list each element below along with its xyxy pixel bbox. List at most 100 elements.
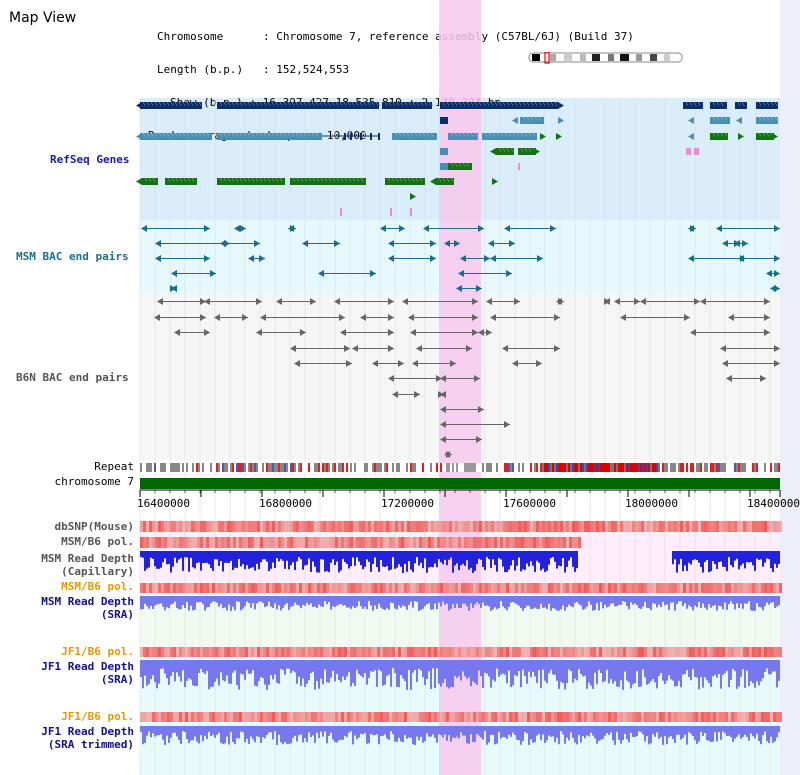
jf1-b6-pol2-strip bbox=[140, 712, 143, 722]
jf1-b6-pol-strip bbox=[317, 647, 320, 657]
msm-b6-pol-strip bbox=[200, 537, 203, 548]
msm-b6-pol2-strip bbox=[608, 583, 611, 593]
dbsnp-strip bbox=[284, 521, 287, 532]
repeat-segment bbox=[226, 463, 228, 472]
msm-depth-sra-bar bbox=[760, 596, 762, 608]
jf1-b6-pol-strip bbox=[383, 647, 386, 657]
msm-depth-sra-bar bbox=[426, 596, 428, 605]
gene-chevron bbox=[685, 101, 689, 106]
jf1-b6-pol2-strip bbox=[425, 712, 428, 722]
jf1-depth-trimmed-bar bbox=[672, 726, 674, 740]
jf1-b6-pol-strip bbox=[377, 647, 380, 657]
b6n-bac-pair-end bbox=[774, 345, 780, 352]
gene-chevron bbox=[724, 116, 728, 121]
jf1-depth-trimmed-bar bbox=[420, 726, 422, 737]
jf1-b6-pol2-strip bbox=[191, 712, 194, 722]
jf1-depth-trimmed-bar bbox=[586, 726, 588, 736]
jf1-depth-trimmed-bar bbox=[246, 726, 248, 739]
msm-depth-capillary-bar bbox=[304, 551, 306, 566]
jf1-depth-sra-bar bbox=[712, 660, 714, 677]
repeat-segment bbox=[590, 463, 592, 472]
msm-b6-pol-strip bbox=[266, 537, 269, 548]
dbsnp-strip bbox=[620, 521, 623, 532]
jf1-b6-pol2-strip bbox=[440, 712, 443, 722]
msm-b6-pol2-strip bbox=[725, 583, 728, 593]
b6n-bac-pair-end bbox=[276, 298, 282, 305]
dbsnp-strip bbox=[500, 521, 503, 532]
gene-chevron bbox=[263, 101, 267, 106]
gene-chevron bbox=[271, 132, 275, 137]
jf1-depth-sra-bar bbox=[542, 660, 544, 670]
repeat-segment bbox=[166, 463, 168, 472]
repeat-segment bbox=[224, 463, 226, 472]
repeat-segment bbox=[516, 463, 518, 472]
dbsnp-strip bbox=[704, 521, 707, 532]
jf1-depth-trimmed-bar bbox=[528, 726, 530, 745]
jf1-depth-trimmed-bar bbox=[206, 726, 208, 740]
msm-depth-capillary-bar bbox=[514, 551, 516, 571]
repeat-segment bbox=[300, 463, 302, 472]
jf1-b6-pol-strip bbox=[668, 647, 671, 657]
msm-b6-pol2-strip bbox=[644, 583, 647, 593]
msm-depth-sra-bar bbox=[446, 596, 448, 604]
jf1-depth-sra-bar bbox=[298, 660, 300, 677]
jf1-depth-sra-bar bbox=[616, 660, 618, 687]
jf1-depth-sra-bar bbox=[480, 660, 482, 677]
msm-depth-capillary-bar bbox=[154, 551, 156, 567]
jf1-depth-trimmed-bar bbox=[368, 726, 370, 744]
jf1-depth-trimmed-bar bbox=[176, 726, 178, 737]
gene-chevron bbox=[462, 162, 466, 167]
gene-arrow-right bbox=[492, 178, 498, 185]
gene-arrow-right bbox=[738, 133, 744, 140]
gene-chevron bbox=[315, 101, 319, 106]
msm-depth-sra-bar bbox=[220, 596, 222, 605]
msm-depth-capillary-bar bbox=[568, 551, 570, 561]
jf1-b6-pol-strip bbox=[632, 647, 635, 657]
jf1-b6-pol2-strip bbox=[716, 712, 719, 722]
msm-b6-pol2-strip bbox=[710, 583, 713, 593]
refseq-gene bbox=[756, 117, 778, 124]
gene-chevron bbox=[271, 101, 275, 106]
jf1-depth-trimmed-bar bbox=[386, 726, 388, 739]
dbsnp-strip bbox=[167, 521, 170, 532]
repeat-segment bbox=[638, 463, 640, 472]
gene-chevron bbox=[375, 101, 379, 106]
chromosome-ideogram[interactable] bbox=[528, 52, 684, 64]
jf1-depth-trimmed-bar bbox=[748, 726, 750, 741]
msm-b6-pol-strip bbox=[407, 537, 410, 548]
msm-depth-sra-bar bbox=[408, 596, 410, 605]
jf1-b6-pol-strip bbox=[575, 647, 578, 657]
msm-b6-pol-strip bbox=[545, 537, 548, 548]
gene-chevron bbox=[315, 132, 319, 137]
repeat-segment bbox=[266, 463, 268, 472]
msm-b6-pol2-strip bbox=[698, 583, 701, 593]
msm-b6-pol2-strip bbox=[590, 583, 593, 593]
jf1-depth-sra-bar bbox=[398, 660, 400, 688]
msm-b6-pol-strip bbox=[254, 537, 257, 548]
msm-depth-sra-bar bbox=[154, 596, 156, 606]
jf1-depth-sra-bar bbox=[610, 660, 612, 680]
refseq-pink-mark bbox=[390, 208, 392, 216]
jf1-depth-trimmed-bar bbox=[284, 726, 286, 742]
jf1-b6-pol2-strip bbox=[701, 712, 704, 722]
jf1-b6-pol2-strip bbox=[377, 712, 380, 722]
msm-depth-sra-bar bbox=[150, 596, 152, 606]
jf1-b6-pol-strip bbox=[725, 647, 728, 657]
msm-bac-pair-end bbox=[170, 285, 176, 292]
b6n-bac-pair-end bbox=[684, 314, 690, 321]
msm-depth-sra-bar bbox=[630, 596, 632, 603]
msm-depth-capillary-bar bbox=[372, 551, 374, 565]
b6n-bac-pair-end bbox=[440, 375, 446, 382]
msm-b6-pol2-strip bbox=[308, 583, 311, 593]
msm-b6-pol2-strip bbox=[197, 583, 200, 593]
msm-depth-sra-bar bbox=[210, 596, 212, 604]
msm-depth-sra-bar bbox=[432, 596, 434, 610]
dbsnp-strip bbox=[308, 521, 311, 532]
msm-depth-sra-bar bbox=[340, 596, 342, 604]
msm-depth-sra-bar bbox=[618, 596, 620, 605]
repeat-segment bbox=[192, 463, 194, 472]
msm-depth-capillary-bar bbox=[364, 551, 366, 567]
gene-chevron bbox=[494, 101, 498, 106]
gene-chevron bbox=[223, 101, 227, 106]
